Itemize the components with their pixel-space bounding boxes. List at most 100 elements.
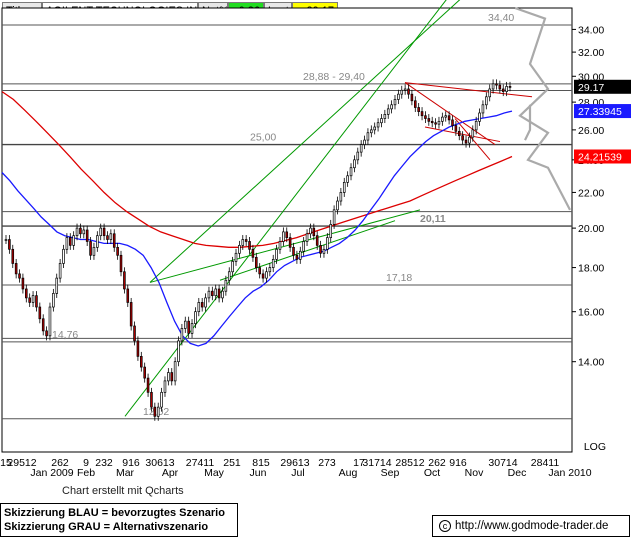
candle-body bbox=[427, 118, 431, 122]
x-axis-day-label: 28411 bbox=[531, 457, 560, 469]
candle-body bbox=[491, 83, 495, 90]
log-scale-label: LOG bbox=[584, 441, 606, 453]
candle-body bbox=[268, 267, 272, 273]
candle-body bbox=[140, 356, 143, 368]
x-axis-day-label: 9 bbox=[83, 457, 89, 469]
short-term-channel-line bbox=[404, 82, 496, 145]
candle-body bbox=[505, 86, 508, 92]
candle-body bbox=[414, 100, 417, 108]
candle-body bbox=[129, 302, 133, 327]
trend-channel-line bbox=[219, 220, 396, 281]
x-axis-day-label: 30714 bbox=[488, 457, 517, 469]
candle-body bbox=[116, 246, 119, 256]
candle-body bbox=[207, 290, 211, 299]
candle-body bbox=[4, 239, 8, 241]
candle-body bbox=[454, 125, 458, 132]
x-axis-month-label: Jun bbox=[250, 467, 267, 478]
candle-body bbox=[471, 129, 475, 138]
candle-body bbox=[180, 328, 184, 342]
candle-body bbox=[457, 130, 461, 137]
candle-body bbox=[183, 320, 187, 329]
candle-body bbox=[234, 252, 238, 262]
candle-body bbox=[441, 116, 444, 122]
candle-body bbox=[221, 290, 224, 299]
y-axis-tick-label: 32.00 bbox=[578, 47, 604, 59]
candle-body bbox=[478, 112, 481, 122]
candle-body bbox=[403, 88, 407, 91]
x-axis-month-label: Sep bbox=[381, 467, 400, 478]
candle-body bbox=[227, 271, 231, 281]
last-price-badge-text: 27.33945 bbox=[578, 106, 622, 118]
x-axis-day-label: 251 bbox=[223, 457, 241, 469]
candle-body bbox=[309, 227, 312, 235]
candle-body bbox=[126, 288, 130, 303]
red-moving-average-line bbox=[1, 91, 513, 248]
candle-body bbox=[79, 227, 82, 235]
short-term-channel-line bbox=[404, 82, 533, 98]
x-axis-month-label: Jul bbox=[291, 467, 304, 478]
x-axis-day-label: 815 bbox=[252, 457, 270, 469]
candle-body bbox=[261, 273, 265, 279]
candle-body bbox=[197, 302, 201, 313]
x-axis-day-label: 916 bbox=[449, 457, 467, 469]
x-axis-month-label: Apr bbox=[162, 467, 179, 478]
y-axis-tick-label: 22.00 bbox=[578, 187, 604, 199]
x-axis-day-label: 262 bbox=[428, 457, 446, 469]
legend-gray-scenario: Skizzierung GRAU = Alternativszenario bbox=[4, 521, 209, 533]
candle-body bbox=[231, 261, 234, 273]
level-label: 14,76 bbox=[52, 329, 78, 341]
candle-body bbox=[342, 181, 346, 193]
candle-body bbox=[82, 229, 86, 235]
candle-body bbox=[393, 99, 397, 106]
y-axis-tick-label: 20.00 bbox=[578, 223, 604, 235]
candle-body bbox=[295, 254, 299, 260]
candle-body bbox=[58, 263, 62, 279]
candle-body bbox=[292, 246, 295, 256]
candle-body bbox=[89, 241, 92, 256]
x-axis-day-label: 916 bbox=[122, 457, 140, 469]
x-axis-day-label: 31714 bbox=[362, 457, 391, 469]
x-axis-month-label: May bbox=[204, 467, 225, 478]
candle-body bbox=[156, 406, 160, 417]
candle-body bbox=[444, 115, 448, 118]
candle-body bbox=[285, 231, 289, 238]
trend-channel-line bbox=[149, 209, 421, 283]
x-axis-month-label: Oct bbox=[424, 467, 440, 478]
price-chart: 14.0016.0018.0020.0022.0024.0026.0028.00… bbox=[0, 0, 631, 478]
source-link[interactable]: c http://www.godmode-trader.de bbox=[432, 515, 630, 537]
candle-body bbox=[14, 263, 18, 275]
candle-body bbox=[167, 372, 170, 382]
candle-body bbox=[288, 237, 292, 248]
candle-body bbox=[92, 246, 96, 256]
level-label: 25,00 bbox=[250, 132, 276, 144]
candle-body bbox=[349, 167, 353, 177]
candle-body bbox=[38, 306, 42, 320]
candle-body bbox=[373, 126, 376, 131]
candle-body bbox=[35, 295, 38, 308]
y-axis-tick-label: 34.00 bbox=[578, 24, 604, 36]
candle-body bbox=[187, 320, 190, 334]
source-url[interactable]: http://www.godmode-trader.de bbox=[455, 520, 609, 532]
candle-body bbox=[170, 372, 174, 382]
last-price-badge-text: 29.17 bbox=[578, 82, 604, 94]
x-axis-month-label: Jan 2009 bbox=[30, 467, 73, 478]
candle-body bbox=[85, 229, 89, 242]
candle-body bbox=[136, 340, 140, 357]
candle-body bbox=[238, 245, 241, 254]
candle-body bbox=[326, 237, 329, 250]
candle-body bbox=[278, 241, 282, 250]
candle-body bbox=[119, 254, 123, 273]
candle-body bbox=[315, 235, 319, 246]
candle-body bbox=[146, 377, 150, 393]
legend-blue-scenario: Skizzierung BLAU = bevorzugtes Szenario bbox=[4, 507, 225, 519]
candle-body bbox=[45, 330, 48, 337]
candle-body bbox=[501, 88, 505, 92]
y-axis-tick-label: 14.00 bbox=[578, 357, 604, 369]
candle-body bbox=[163, 380, 167, 393]
candle-body bbox=[62, 248, 65, 264]
candle-body bbox=[96, 235, 99, 248]
candle-body bbox=[52, 293, 55, 308]
candle-body bbox=[190, 323, 194, 334]
candle-body bbox=[173, 361, 177, 382]
candle-body bbox=[11, 248, 15, 264]
